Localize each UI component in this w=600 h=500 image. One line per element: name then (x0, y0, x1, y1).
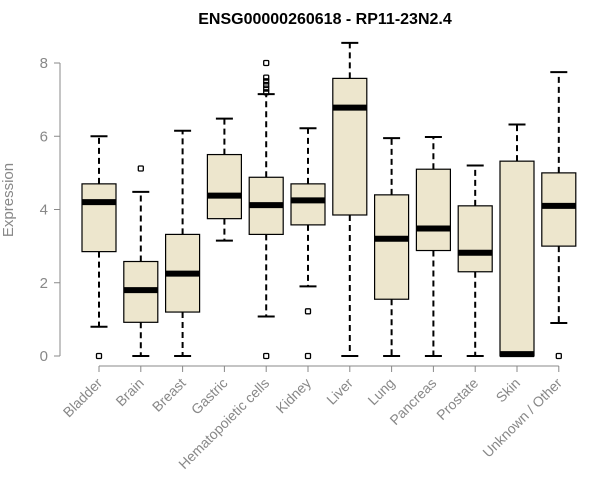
box-unknown-other (541, 71, 577, 360)
box-iqr (457, 205, 493, 273)
outlier-point (95, 352, 103, 360)
outlier-point (263, 59, 270, 67)
outlier-point (263, 74, 270, 81)
y-tick-label: 2 (40, 275, 48, 292)
box-iqr (415, 168, 451, 252)
outlier-point (304, 308, 312, 315)
plot-area (81, 41, 577, 360)
x-tick-label: Bladder (60, 375, 106, 421)
y-tick-label: 6 (40, 128, 48, 145)
y-tick-label: 8 (40, 55, 48, 72)
x-tick-label: Kidney (273, 375, 315, 417)
box-skin (499, 123, 535, 358)
box-prostate (457, 164, 493, 357)
box-iqr (499, 160, 535, 357)
outlier-point (263, 81, 270, 89)
x-tick-label: Prostate (433, 375, 481, 423)
outlier-point (555, 352, 562, 360)
box-breast (165, 129, 201, 357)
box-iqr (206, 153, 242, 220)
x-tick-label: Breast (149, 375, 189, 415)
chart-title: ENSG00000260618 - RP11-23N2.4 (198, 11, 452, 28)
box-iqr (290, 183, 326, 226)
outlier-point (263, 352, 270, 360)
outlier-point (263, 85, 270, 92)
box-iqr (81, 183, 117, 253)
box-iqr (374, 194, 410, 300)
outlier-point (263, 78, 270, 85)
y-tick-label: 0 (40, 348, 48, 365)
x-tick-label: Brain (112, 375, 146, 409)
x-tick-label: Lung (364, 375, 397, 408)
box-pancreas (415, 135, 451, 357)
box-gastric (206, 117, 242, 242)
x-tick-label: Skin (493, 375, 524, 406)
box-iqr (541, 172, 577, 247)
box-iqr (332, 77, 368, 216)
outlier-point (137, 165, 144, 172)
y-axis: 0 2 4 6 8 (40, 55, 61, 365)
y-axis-label: Expression (0, 163, 17, 237)
box-liver (332, 41, 368, 357)
box-brain (123, 165, 159, 357)
y-tick-label: 4 (40, 202, 48, 219)
outlier-point (263, 89, 270, 96)
x-tick-label: Liver (323, 375, 356, 408)
box-bladder (81, 135, 117, 360)
outlier-point (304, 352, 312, 360)
x-tick-label: Unknown / Other (479, 375, 565, 461)
box-hematopoietic-cells (248, 59, 284, 360)
box-lung (374, 137, 410, 357)
box-kidney (290, 127, 326, 360)
